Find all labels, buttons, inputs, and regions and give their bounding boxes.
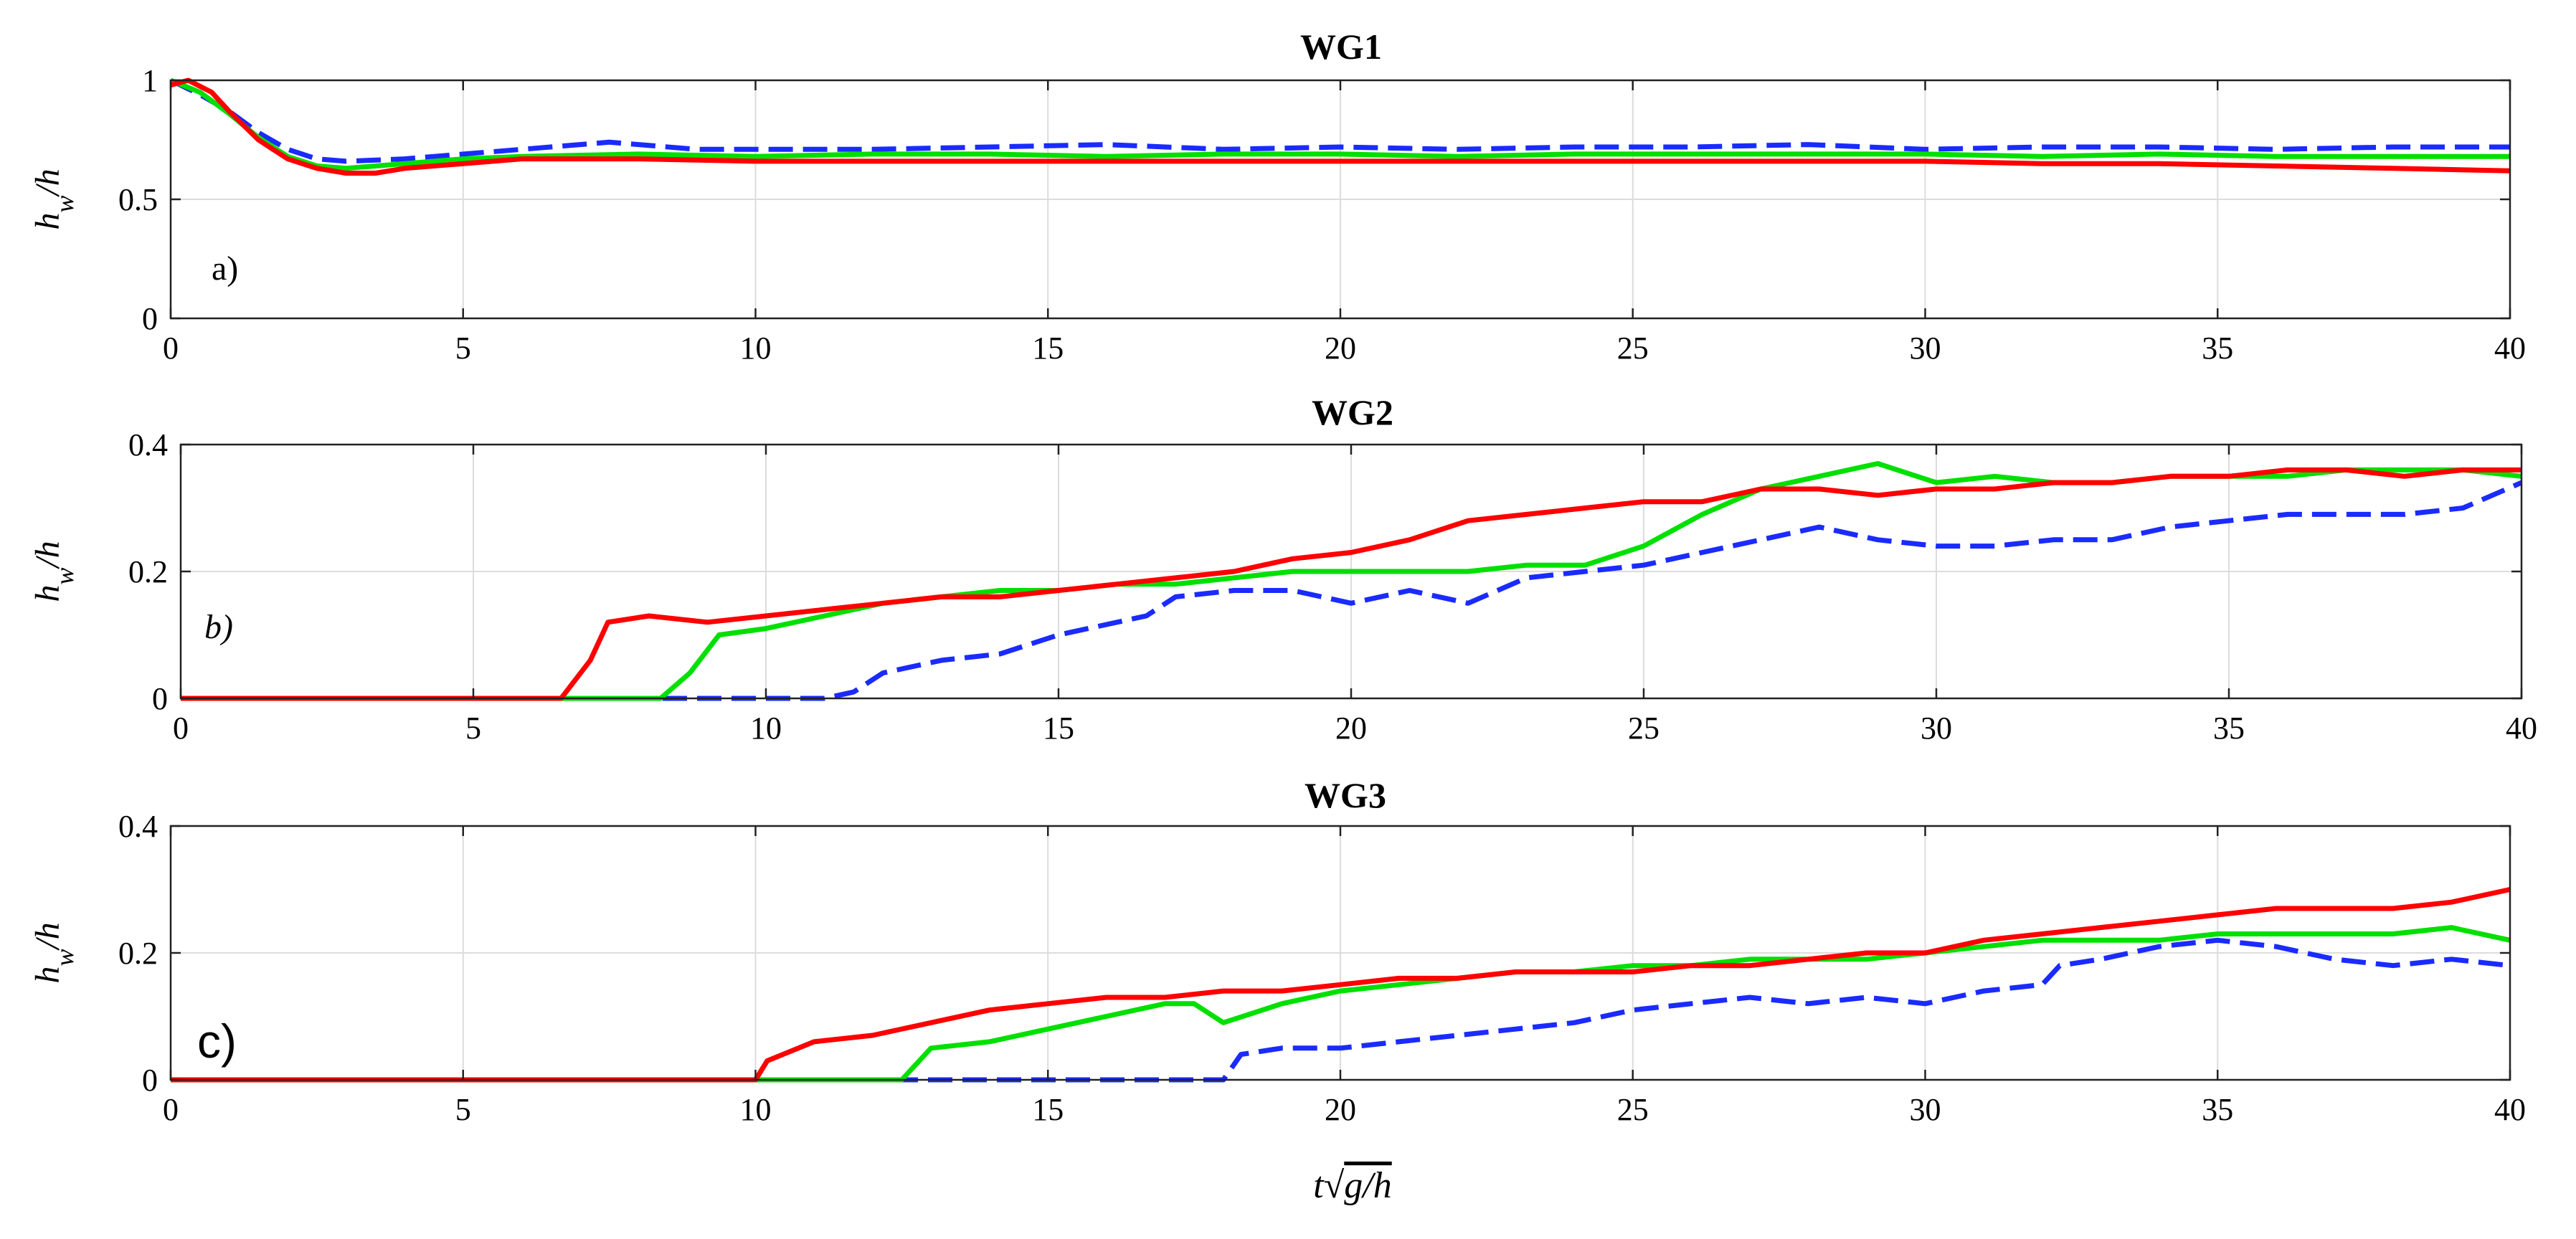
series-line-blue-dashed <box>169 77 2510 164</box>
ylabel-sub: w <box>50 568 79 585</box>
xlabel-t: t <box>1313 1165 1325 1206</box>
y-axis-label-wg2: hw/h <box>29 541 79 602</box>
x-tick-label: 25 <box>1617 331 1649 366</box>
x-tick-label: 30 <box>1910 1092 1941 1127</box>
series-wg2 <box>181 461 2523 701</box>
series-line-red-solid <box>171 887 2511 1083</box>
panel-title-wg2: WG2 <box>1312 392 1393 432</box>
x-tick-label: 20 <box>1325 1092 1356 1127</box>
x-tick-label: 10 <box>740 331 772 366</box>
x-tick-label: 30 <box>1910 331 1941 366</box>
x-tick-label: 0 <box>173 711 189 746</box>
x-tick-label: 35 <box>2213 711 2245 746</box>
panel-label-c: c) <box>197 1015 237 1068</box>
x-tick-label: 5 <box>465 711 481 746</box>
y-tick-label: 0 <box>142 1063 158 1098</box>
x-tick-label: 15 <box>1032 331 1064 366</box>
panel-label-b: b) <box>204 608 233 646</box>
x-tick-label: 0 <box>163 331 179 366</box>
x-tick-label: 40 <box>2494 1092 2526 1127</box>
x-tick-label: 35 <box>2202 1092 2233 1127</box>
ylabel-rest: /h <box>29 922 67 951</box>
y-tick-label: 0.4 <box>128 427 168 462</box>
y-tick-label: 0 <box>152 681 168 716</box>
ylabel-h: h <box>29 967 67 984</box>
panel-title-wg1: WG1 <box>1300 27 1382 67</box>
ylabel-h: h <box>29 213 67 230</box>
y-axis-label-wg1: hw/h <box>29 168 79 229</box>
x-tick-label: 5 <box>455 1092 471 1127</box>
x-tick-label: 10 <box>750 711 782 746</box>
panel-title-wg3: WG3 <box>1304 775 1386 815</box>
y-axis-label-wg3: hw/h <box>29 922 79 983</box>
axes-wg2: 0 5 10 15 20 25 30 35 40 0 0.2 0.4 <box>128 427 2537 746</box>
panel-wg2: 0 5 10 15 20 25 30 35 40 0 0.2 0.4 WG2 b) hw/h <box>29 392 2537 746</box>
x-tick-label: 0 <box>163 1092 179 1127</box>
axes-wg1: 0 5 10 15 20 25 30 35 40 0 0.5 1 <box>118 63 2526 366</box>
x-tick-label: 25 <box>1617 1092 1649 1127</box>
series-line-green-solid <box>171 925 2511 1083</box>
ylabel-rest: /h <box>29 168 67 197</box>
series-wg3 <box>171 887 2511 1083</box>
panel-wg3: 0 5 10 15 20 25 30 35 40 0 0.2 0.4 WG3 c) hw/h <box>29 775 2526 1127</box>
xlabel-radicand: g/h <box>1344 1165 1391 1206</box>
y-tick-label: 0.5 <box>118 182 158 217</box>
x-tick-label: 10 <box>740 1092 772 1127</box>
series-wg1 <box>169 77 2511 176</box>
x-tick-label: 30 <box>1921 711 1952 746</box>
axes-wg3: 0 5 10 15 20 25 30 35 40 0 0.2 0.4 <box>118 809 2526 1127</box>
x-tick-label: 20 <box>1335 711 1367 746</box>
y-tick-label: 0.2 <box>128 554 168 589</box>
x-tick-label: 15 <box>1032 1092 1064 1127</box>
x-tick-label: 40 <box>2494 331 2526 366</box>
series-line-red-solid <box>170 77 2511 176</box>
x-tick-label: 15 <box>1043 711 1074 746</box>
x-tick-label: 5 <box>455 331 471 366</box>
x-tick-label: 35 <box>2202 331 2233 366</box>
y-tick-label: 0 <box>142 301 158 336</box>
panel-wg1: 0 5 10 15 20 25 30 35 40 0 0.5 1 WG1 a) hw/h <box>29 27 2526 366</box>
ylabel-h: h <box>29 585 67 602</box>
ylabel-sub: w <box>50 949 79 967</box>
ylabel-sub: w <box>50 196 79 213</box>
xlabel-sqrt: √ <box>1324 1165 1345 1206</box>
x-tick-label: 20 <box>1325 331 1356 366</box>
x-axis-label: t√g/h <box>1313 1165 1391 1206</box>
grid-wg1 <box>171 80 2510 318</box>
x-tick-label: 40 <box>2506 711 2537 746</box>
series-line-blue-dashed <box>181 480 2523 701</box>
y-tick-label: 0.4 <box>118 809 158 844</box>
x-tick-label: 25 <box>1628 711 1659 746</box>
y-tick-label: 1 <box>142 63 158 98</box>
ylabel-rest: /h <box>29 541 67 569</box>
series-line-red-solid <box>181 467 2521 701</box>
series-line-blue-dashed <box>171 937 2511 1083</box>
panel-label-a: a) <box>212 250 238 288</box>
y-tick-label: 0.2 <box>118 936 158 971</box>
